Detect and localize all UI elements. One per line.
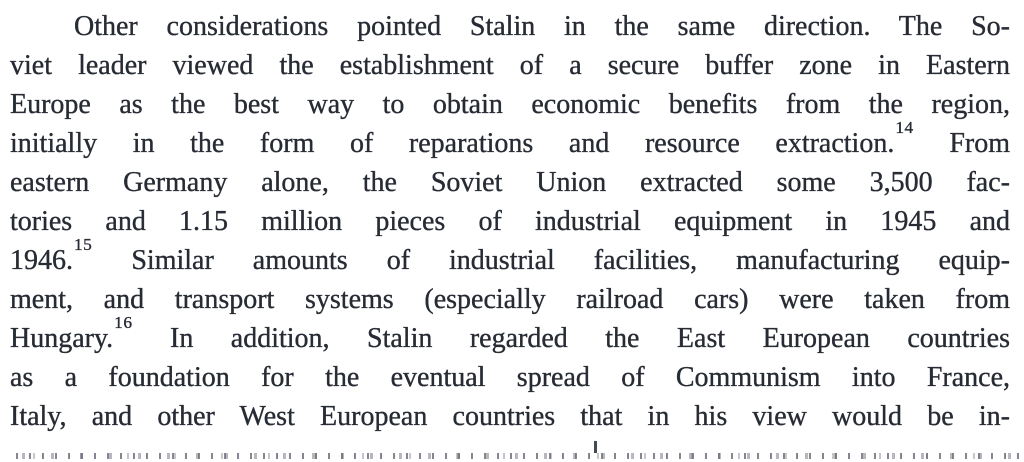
line-text: ment, and transport systems (especially … [10,284,1010,315]
line-text: 1946. [10,245,73,276]
line-text: In addition, Stalin regarded the East Eu… [132,323,1010,354]
line-text: viet leader viewed the establishment of … [10,50,1010,81]
text-line: Europe as the best way to obtain economi… [10,85,1010,124]
text-line: tories and 1.15 million pieces of indust… [10,202,1010,241]
line-text: Hungary. [10,323,114,354]
line-text: Europe as the best way to obtain economi… [10,89,1010,120]
clipped-next-line [16,453,1020,459]
text-line: as a foundation for the eventual spread … [10,358,1010,397]
text-line: viet leader viewed the establishment of … [10,46,1010,85]
line-text: tories and 1.15 million pieces of indust… [10,206,1010,237]
text-line: ment, and transport systems (especially … [10,280,1010,319]
line-text: eastern Germany alone, the Soviet Union … [10,167,1010,198]
text-line: eastern Germany alone, the Soviet Union … [10,163,1010,202]
text-line: Italy, and other West European countries… [10,397,1010,436]
line-text: as a foundation for the eventual spread … [10,362,1010,393]
text-line: Hungary.16 In addition, Stalin regarded … [10,314,1010,358]
footnote-marker-14: 14 [895,118,914,138]
text-line: 1946.15 Similar amounts of industrial fa… [10,236,1010,280]
footnote-marker-16: 16 [114,313,133,333]
line-text: From [913,128,1010,159]
paragraph: Other considerations pointed Stalin in t… [10,7,1010,436]
text-line: initially in the form of reparations and… [10,119,1010,163]
line-text: Italy, and other West European countries… [10,401,1010,432]
line-text: Similar amounts of industrial facilities… [92,245,1010,276]
text-line: Other considerations pointed Stalin in t… [10,7,1010,46]
line-text: initially in the form of reparations and… [10,128,895,159]
line-text: Other considerations pointed Stalin in t… [74,11,1010,42]
footnote-marker-15: 15 [74,235,93,255]
clipped-next-line-ascender [594,441,597,453]
